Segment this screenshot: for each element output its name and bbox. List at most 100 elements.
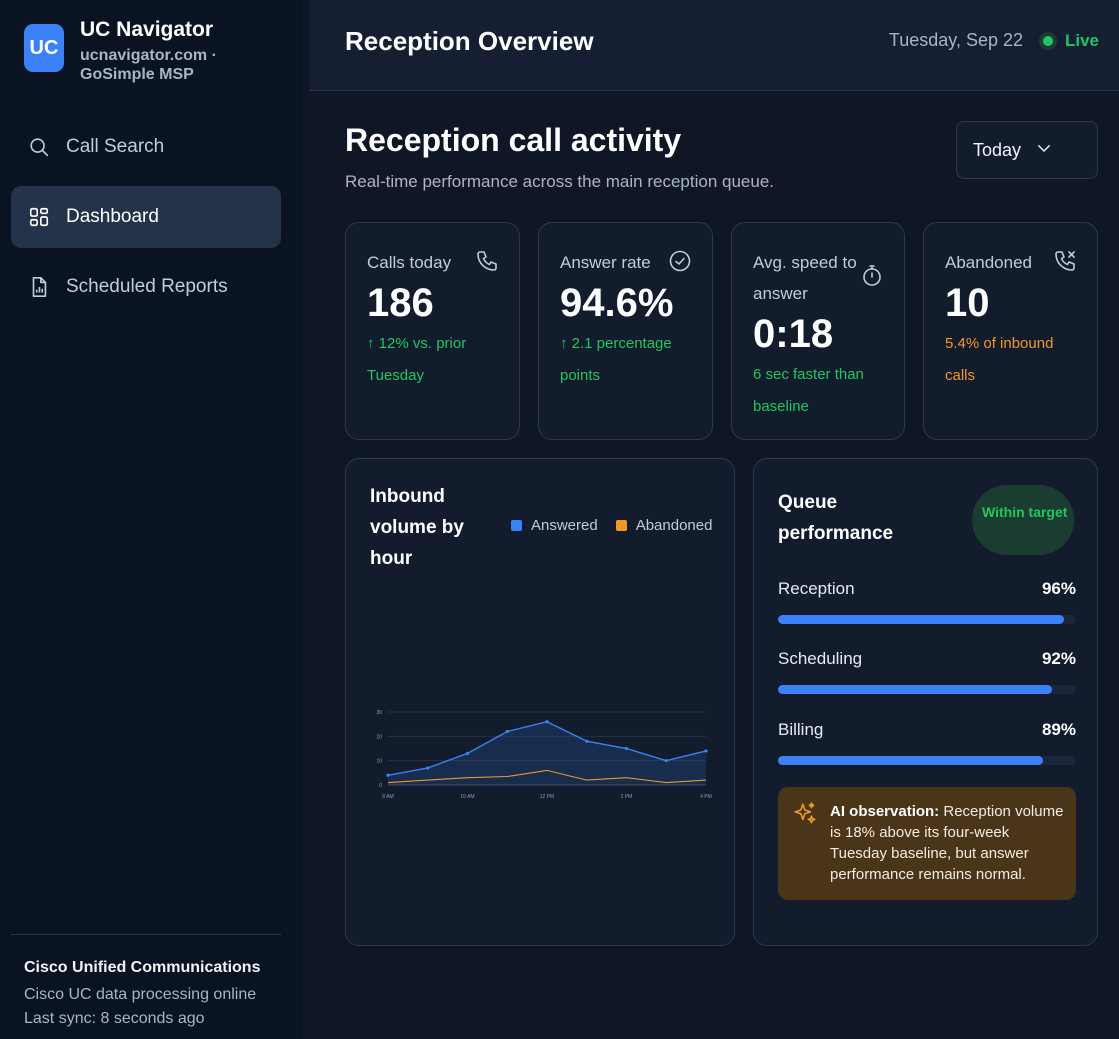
queue-percent: 89% [1041,720,1076,739]
sidebar-item-scheduled-reports[interactable]: Scheduled Reports [11,256,281,318]
sidebar-item-label: Call Search [66,136,165,157]
ai-observation-text: Reception volume is 18% above its four-w… [830,803,1064,883]
brand-subtitle: ucnavigator.com · GoSimple MSP [80,47,217,83]
series-line-abandoned [387,769,707,784]
kpi-value: 186 [367,281,434,325]
data-point [585,739,589,743]
y-tick-label: 10 [376,759,382,765]
kpi-note: 5.4% of inbound calls [945,335,1054,384]
kpi-card-calls-today: Calls today 186 ↑ 12% vs. prior Tuesday [345,222,520,440]
phone-missed-icon [1053,249,1077,273]
kpi-label: Abandoned [945,253,1032,272]
progress-track [778,615,1076,624]
y-tick-label: 0 [379,783,382,789]
data-point [545,720,549,724]
queue-title: Queue performance [778,492,894,544]
data-point [664,759,668,763]
queue-row-scheduling: Scheduling 92% [778,649,1076,694]
top-header: Reception Overview Tuesday, Sep 22 Live [309,0,1119,91]
kpi-note: 6 sec faster than baseline [753,366,864,415]
queue-percent: 92% [1041,649,1076,668]
kpi-label: Calls today [367,253,452,272]
stopwatch-icon [860,263,884,287]
data-point [386,773,390,777]
sidebar: UC UC Navigator ucnavigator.com · GoSimp… [0,0,303,1039]
search-icon [27,135,51,159]
queue-row-reception: Reception 96% [778,579,1076,624]
legend-swatch-abandoned [615,520,627,531]
integration-status-text: Cisco UC data processing online [24,986,257,1003]
kpi-label: Avg. speed to answer [753,253,857,303]
brand[interactable]: UC UC Navigator ucnavigator.com · GoSimp… [24,18,250,84]
data-point [465,751,470,755]
legend-item-answered: Answered [511,517,598,534]
progress-fill [778,756,1044,765]
sidebar-item-label: Scheduled Reports [66,276,228,297]
kpi-card-avg-speed: Avg. speed to answer 0:18 6 sec faster t… [731,222,905,440]
live-label: Live [1064,31,1099,50]
x-tick-label: 8 AM [382,794,393,800]
integration-title: Cisco Unified Communications [24,959,261,976]
queue-row-billing: Billing 89% [778,720,1076,765]
queue-label: Billing [778,720,824,739]
date-range-select[interactable]: Today [956,121,1098,179]
data-point [704,749,708,753]
chart-title: Inbound volume by hour [370,486,464,569]
integration-status: Cisco Unified Communications Cisco UC da… [11,934,281,1031]
kpi-card-abandoned: Abandoned 10 5.4% of inbound calls [923,222,1098,440]
page-title: Reception Overview [345,26,594,56]
phone-icon [475,249,499,273]
progress-track [778,756,1076,765]
dashboard-icon [27,205,51,229]
ai-observation-title: AI observation: [830,803,940,820]
legend-label: Answered [531,517,598,534]
queue-percent: 96% [1041,579,1076,598]
chart-legend: Answered Abandoned [511,517,730,534]
queue-performance-card: Queue performance Within target Receptio… [753,458,1098,946]
last-sync-text: Last sync: 8 seconds ago [24,1010,205,1027]
section-subtitle: Real-time performance across the main re… [345,172,774,191]
header-date: Tuesday, Sep 22 [888,30,1023,50]
queue-label: Scheduling [778,649,863,668]
ai-observation: AI observation: Reception volume is 18% … [778,787,1076,900]
kpi-value: 0:18 [753,312,834,356]
kpi-label: Answer rate [560,253,651,272]
legend-item-abandoned: Abandoned [615,517,713,534]
brand-name: UC Navigator [80,18,214,41]
series-area-answered [388,721,706,785]
data-point [624,746,629,751]
data-point [426,766,430,770]
kpi-note: ↑ 2.1 percentage points [560,335,672,384]
status-badge: Within target [972,485,1074,555]
kpi-card-answer-rate: Answer rate 94.6% ↑ 2.1 percentage point… [538,222,713,440]
kpi-value: 10 [945,281,990,325]
report-icon [27,275,51,299]
data-point [505,729,509,734]
legend-label: Abandoned [635,517,713,534]
kpi-note: ↑ 12% vs. prior Tuesday [367,335,467,384]
sidebar-item-dashboard[interactable]: Dashboard [11,186,281,248]
sidebar-item-label: Dashboard [66,206,159,227]
y-tick-label: 20 [376,734,382,740]
section-title: Reception call activity [345,122,682,158]
sidebar-nav: Call Search Dashboard Scheduled Reports [11,116,281,326]
y-tick-label: 30 [376,710,382,716]
check-circle-icon [668,249,692,273]
queue-label: Reception [778,579,855,598]
progress-fill [778,615,1065,624]
x-tick-label: 10 AM [460,794,474,800]
progress-fill [778,685,1053,694]
date-range-value: Today [973,139,1022,160]
inbound-volume-chart: 0 10 20 30 8 AM 10 AM 12 PM 2 PM 4 PM [376,710,712,800]
inbound-volume-chart-card: Inbound volume by hour Answered Abandone… [345,458,735,946]
brand-logo: UC [24,24,64,72]
live-badge: Live [1033,26,1099,56]
chevron-down-icon [1035,139,1053,162]
progress-track [778,685,1076,694]
sidebar-item-call-search[interactable]: Call Search [11,116,281,178]
kpi-value: 94.6% [560,281,674,325]
live-dot-icon [1038,32,1057,50]
x-tick-label: 4 PM [700,794,712,800]
x-tick-label: 12 PM [540,794,554,800]
legend-swatch-answered [511,520,522,531]
